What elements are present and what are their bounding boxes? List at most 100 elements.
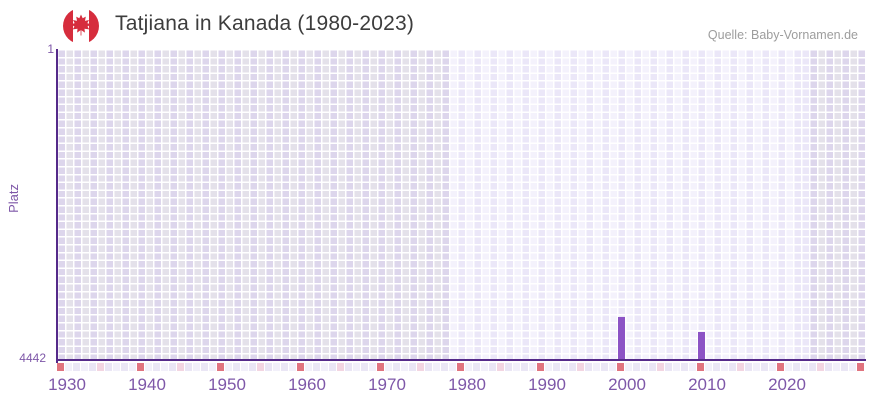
year-cell (81, 362, 88, 371)
year-cell (369, 362, 376, 371)
year-cell (689, 362, 696, 371)
year-cell (841, 362, 848, 371)
year-cell (193, 362, 200, 371)
y-axis-line (56, 49, 58, 363)
year-cell (585, 362, 592, 371)
year-cell (625, 362, 632, 371)
highlight-band (449, 49, 809, 361)
year-marker-strip (57, 362, 865, 371)
year-cell (233, 362, 240, 371)
year-cell (649, 362, 656, 371)
decade-marker-red (537, 362, 544, 371)
year-cell (705, 362, 712, 371)
year-cell (785, 362, 792, 371)
year-cell (289, 362, 296, 371)
year-cell (809, 362, 816, 371)
x-tick-2020: 2020 (768, 375, 806, 394)
year-cell (713, 362, 720, 371)
year-cell (313, 362, 320, 371)
year-cell (769, 362, 776, 371)
year-cell (833, 362, 840, 371)
half-decade-marker-pink (577, 362, 584, 371)
year-cell (353, 362, 360, 371)
half-decade-marker-pink (497, 362, 504, 371)
y-axis-min-label: 4442 (19, 351, 46, 365)
year-cell (305, 362, 312, 371)
year-cell (185, 362, 192, 371)
rank-bar-1999[interactable] (617, 316, 625, 361)
x-tick-1930: 1930 (48, 375, 86, 394)
year-cell (241, 362, 248, 371)
year-cell (153, 362, 160, 371)
year-cell (113, 362, 120, 371)
year-cell (265, 362, 272, 371)
x-tick-1950: 1950 (208, 375, 246, 394)
half-decade-marker-pink (657, 362, 664, 371)
year-cell (553, 362, 560, 371)
year-cell (505, 362, 512, 371)
decade-marker-red (777, 362, 784, 371)
half-decade-marker-pink (97, 362, 104, 371)
year-cell (681, 362, 688, 371)
year-cell (601, 362, 608, 371)
year-cell (281, 362, 288, 371)
year-cell (825, 362, 832, 371)
y-axis-title: Platz (6, 184, 21, 213)
half-decade-marker-pink (737, 362, 744, 371)
year-cell (425, 362, 432, 371)
year-cell (441, 362, 448, 371)
plot-grid[interactable] (57, 49, 865, 361)
year-cell (641, 362, 648, 371)
decade-marker-red (857, 362, 864, 371)
year-cell (513, 362, 520, 371)
year-cell (633, 362, 640, 371)
year-cell (65, 362, 72, 371)
year-cell (721, 362, 728, 371)
decade-marker-red (137, 362, 144, 371)
year-cell (73, 362, 80, 371)
year-cell (481, 362, 488, 371)
decade-marker-red (377, 362, 384, 371)
x-tick-1970: 1970 (368, 375, 406, 394)
rank-bar-2009[interactable] (697, 332, 705, 361)
decade-marker-red (617, 362, 624, 371)
year-cell (593, 362, 600, 371)
year-cell (489, 362, 496, 371)
year-cell (89, 362, 96, 371)
year-cell (169, 362, 176, 371)
year-cell (145, 362, 152, 371)
year-cell (761, 362, 768, 371)
half-decade-marker-pink (337, 362, 344, 371)
year-cell (849, 362, 856, 371)
x-axis-line (56, 359, 866, 361)
canada-flag-icon (63, 8, 99, 44)
year-cell (465, 362, 472, 371)
x-tick-2000: 2000 (608, 375, 646, 394)
x-tick-1990: 1990 (528, 375, 566, 394)
year-cell (673, 362, 680, 371)
year-cell (793, 362, 800, 371)
year-cell (345, 362, 352, 371)
year-cell (745, 362, 752, 371)
year-cell (473, 362, 480, 371)
year-cell (569, 362, 576, 371)
year-cell (561, 362, 568, 371)
decade-marker-red (457, 362, 464, 371)
year-cell (409, 362, 416, 371)
year-cell (433, 362, 440, 371)
half-decade-marker-pink (177, 362, 184, 371)
year-cell (273, 362, 280, 371)
source-label: Quelle: Baby-Vornamen.de (707, 28, 858, 42)
decade-marker-red (297, 362, 304, 371)
year-cell (321, 362, 328, 371)
year-cell (385, 362, 392, 371)
year-cell (209, 362, 216, 371)
decade-marker-red (57, 362, 64, 371)
year-cell (609, 362, 616, 371)
year-cell (801, 362, 808, 371)
x-tick-1980: 1980 (448, 375, 486, 394)
year-cell (329, 362, 336, 371)
year-cell (225, 362, 232, 371)
year-cell (753, 362, 760, 371)
